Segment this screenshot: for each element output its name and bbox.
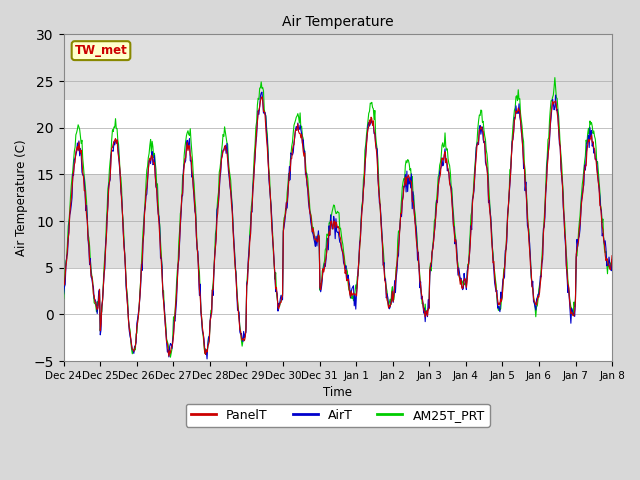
Legend: PanelT, AirT, AM25T_PRT: PanelT, AirT, AM25T_PRT: [186, 404, 490, 427]
Bar: [63, 268, 612, 361]
Y-axis label: Air Temperature (C): Air Temperature (C): [15, 139, 28, 256]
Title: Air Temperature: Air Temperature: [282, 15, 394, 29]
Text: TW_met: TW_met: [75, 44, 127, 57]
Bar: [63, 35, 612, 100]
Bar: [63, 100, 612, 174]
X-axis label: Time: Time: [323, 386, 353, 399]
Bar: [63, 174, 612, 268]
